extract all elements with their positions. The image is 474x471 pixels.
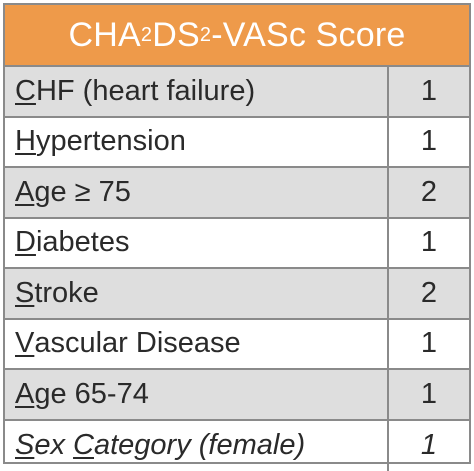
label-rest: ge ≥ 75 bbox=[34, 176, 131, 209]
label-rest-2: ategory (female) bbox=[94, 429, 305, 462]
label-initial-2: C bbox=[73, 429, 94, 462]
label-rest: troke bbox=[34, 277, 98, 310]
score-value: 1 bbox=[389, 219, 469, 268]
title-suffix: -VASc Score bbox=[211, 16, 405, 55]
label-rest: ypertension bbox=[36, 125, 186, 158]
label-rest: HF (heart failure) bbox=[36, 75, 255, 108]
label-rest: iabetes bbox=[36, 226, 130, 259]
label-initial: S bbox=[15, 277, 34, 310]
label-rest: ge 65-74 bbox=[34, 378, 149, 411]
score-value: 1 bbox=[389, 118, 469, 167]
label-initial: V bbox=[15, 327, 34, 360]
title-prefix: CHA bbox=[69, 16, 141, 55]
score-value: 1 bbox=[389, 370, 469, 419]
score-value: 2 bbox=[389, 168, 469, 217]
label-initial: S bbox=[15, 429, 34, 462]
label-rest: ex bbox=[34, 429, 73, 462]
label-initial: A bbox=[15, 176, 34, 209]
label-initial: D bbox=[15, 226, 36, 259]
label-initial: H bbox=[15, 125, 36, 158]
label-initial: C bbox=[15, 75, 36, 108]
score-value: 2 bbox=[389, 269, 469, 318]
title-middle: DS bbox=[152, 16, 200, 55]
label-rest: ascular Disease bbox=[34, 327, 240, 360]
score-value: 1 bbox=[389, 320, 469, 369]
label-initial: A bbox=[15, 378, 34, 411]
title-subscript-1: 2 bbox=[141, 24, 152, 47]
title-subscript-2: 2 bbox=[200, 24, 211, 47]
score-value: 1 bbox=[389, 421, 469, 471]
score-value: 1 bbox=[389, 67, 469, 116]
